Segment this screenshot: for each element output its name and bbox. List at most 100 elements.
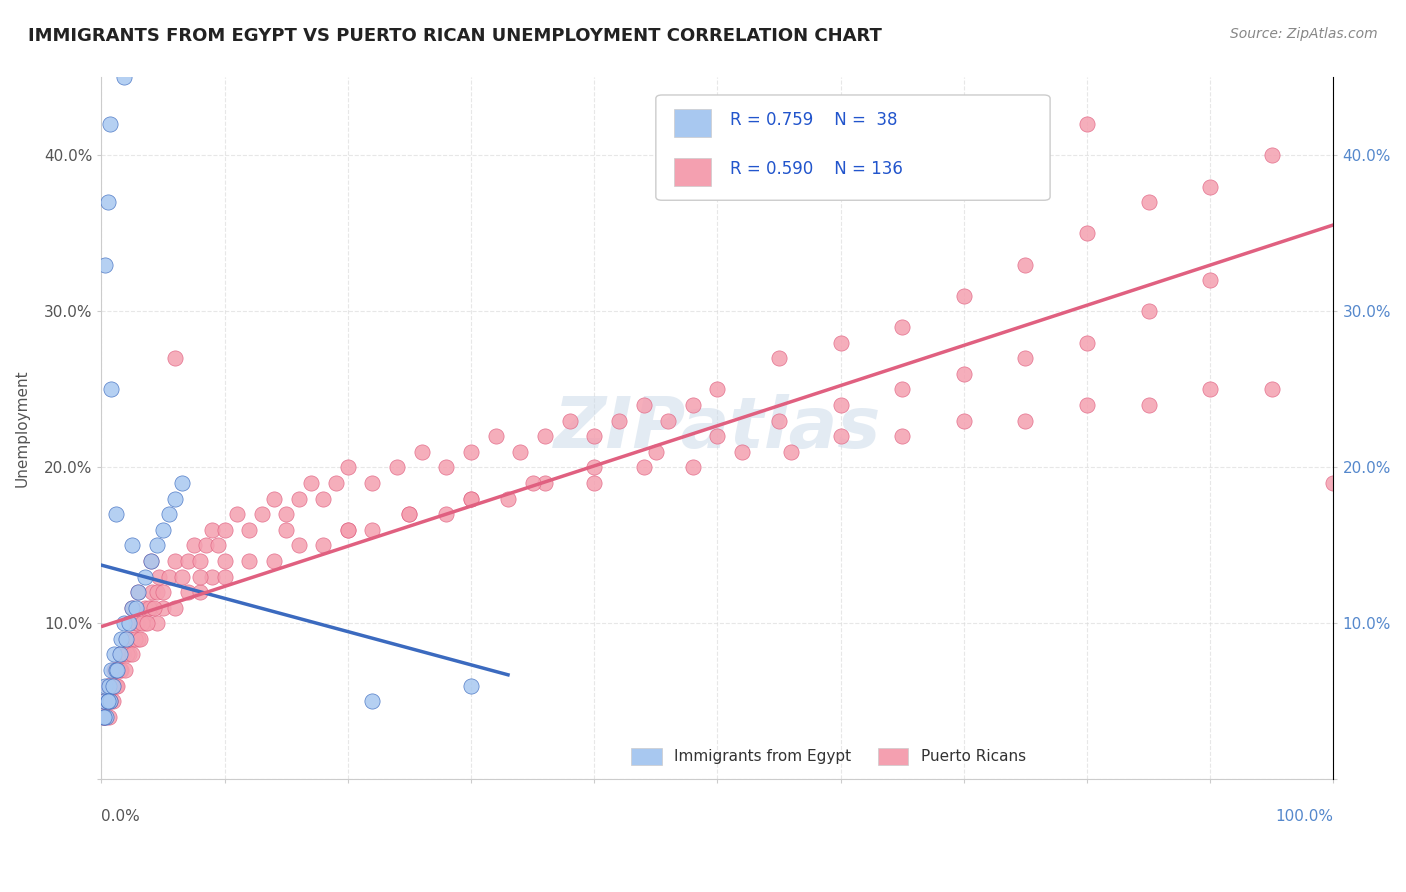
Point [1076,227,1098,241]
Point [112,648,135,662]
Point [312,491,335,506]
Point [276,523,298,537]
Point [176,554,198,568]
Point [134,600,156,615]
Point [91,710,114,724]
Point [953,413,976,427]
Point [108,648,131,662]
Point [682,398,704,412]
Point [165,491,187,506]
Point [361,523,384,537]
Point [101,679,124,693]
Point [127,616,149,631]
Point [207,538,229,552]
Point [768,351,790,366]
Point [139,554,162,568]
Point [100,663,122,677]
Point [558,413,581,427]
Point [1137,304,1160,318]
Point [1137,398,1160,412]
Point [398,507,420,521]
Point [768,413,790,427]
Text: Immigrants from Egypt: Immigrants from Egypt [675,748,852,764]
Point [121,538,143,552]
Point [682,460,704,475]
Point [93,710,115,724]
Point [214,523,236,537]
Point [134,616,156,631]
Point [780,444,803,458]
Point [125,616,148,631]
Point [1137,195,1160,210]
Point [103,663,125,677]
Point [336,460,359,475]
Point [94,679,117,693]
Point [94,258,117,272]
Point [583,475,606,490]
Point [112,616,135,631]
Point [152,600,174,615]
Point [115,632,138,646]
Point [96,710,118,724]
Point [121,648,143,662]
Point [496,491,519,506]
Point [287,538,309,552]
Point [165,554,187,568]
Point [830,398,852,412]
Point [100,383,122,397]
Point [287,491,309,506]
Point [534,475,557,490]
Point [139,600,162,615]
Point [1322,475,1344,490]
Point [830,429,852,443]
FancyBboxPatch shape [655,95,1050,201]
Point [238,554,260,568]
Text: R = 0.590    N = 136: R = 0.590 N = 136 [730,160,903,178]
Point [138,600,160,615]
Point [522,475,544,490]
Point [226,507,249,521]
Point [97,679,120,693]
Point [398,507,420,521]
Point [170,475,193,490]
Point [105,507,128,521]
Point [460,444,482,458]
Point [953,367,976,381]
Point [644,444,666,458]
Point [141,585,163,599]
Point [97,679,120,693]
Point [336,523,359,537]
Point [100,679,122,693]
Point [183,538,205,552]
Point [143,600,166,615]
Point [125,600,148,615]
Point [299,475,322,490]
Point [107,679,129,693]
Point [93,694,115,708]
Point [830,335,852,350]
Point [108,648,131,662]
Point [98,694,121,708]
Point [891,429,914,443]
Point [139,554,162,568]
Text: R = 0.759    N =  38: R = 0.759 N = 38 [730,111,897,128]
Point [1199,273,1222,287]
Point [93,710,115,724]
Y-axis label: Unemployment: Unemployment [15,369,30,487]
Point [107,663,129,677]
Point [1076,335,1098,350]
Point [97,694,120,708]
Point [110,632,132,646]
Point [97,710,120,724]
Point [134,569,156,583]
Point [165,600,187,615]
Point [146,538,169,552]
Point [170,569,193,583]
Point [101,679,124,693]
Point [94,710,117,724]
Point [108,663,131,677]
Point [1014,351,1036,366]
Point [91,710,114,724]
Text: Source: ZipAtlas.com: Source: ZipAtlas.com [1230,27,1378,41]
Point [97,195,120,210]
